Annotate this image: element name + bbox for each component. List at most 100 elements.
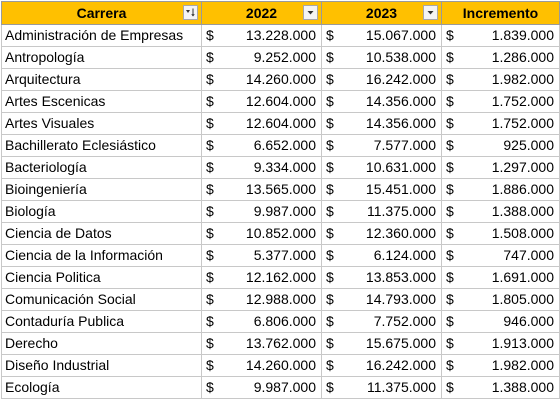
cell-currency-incremento[interactable]: $ [441,310,462,333]
cell-carrera[interactable]: Bacteriología [1,156,202,179]
cell-currency-2023[interactable]: $ [321,156,342,179]
cell-carrera[interactable]: Biología [1,200,202,223]
header-carrera[interactable]: Carrera [1,1,202,25]
cell-currency-incremento[interactable]: $ [441,24,462,47]
cell-currency-incremento[interactable]: $ [441,90,462,113]
cell-carrera[interactable]: Derecho [1,332,202,355]
cell-2023[interactable]: 6.124.000 [341,244,442,267]
cell-currency-2023[interactable]: $ [321,200,342,223]
cell-2023[interactable]: 10.631.000 [341,156,442,179]
header-2023[interactable]: 2023 [321,1,442,25]
cell-currency-incremento[interactable]: $ [441,178,462,201]
cell-incremento[interactable]: 1.982.000 [461,354,560,377]
cell-incremento[interactable]: 1.982.000 [461,68,560,91]
cell-currency-2022[interactable]: $ [201,90,222,113]
cell-currency-incremento[interactable]: $ [441,134,462,157]
cell-carrera[interactable]: Antropología [1,46,202,69]
cell-carrera[interactable]: Bachillerato Eclesiástico [1,134,202,157]
cell-2023[interactable]: 15.451.000 [341,178,442,201]
cell-incremento[interactable]: 1.839.000 [461,24,560,47]
cell-2022[interactable]: 14.260.000 [221,68,322,91]
cell-currency-incremento[interactable]: $ [441,332,462,355]
cell-currency-incremento[interactable]: $ [441,222,462,245]
cell-currency-2022[interactable]: $ [201,112,222,135]
cell-2023[interactable]: 15.675.000 [341,332,442,355]
cell-2022[interactable]: 6.652.000 [221,134,322,157]
cell-currency-2023[interactable]: $ [321,244,342,267]
cell-2023[interactable]: 14.356.000 [341,112,442,135]
cell-currency-2023[interactable]: $ [321,134,342,157]
cell-currency-2023[interactable]: $ [321,222,342,245]
cell-carrera[interactable]: Ciencia de la Información [1,244,202,267]
cell-currency-incremento[interactable]: $ [441,46,462,69]
cell-currency-2022[interactable]: $ [201,24,222,47]
header-2022[interactable]: 2022 [201,1,322,25]
cell-currency-incremento[interactable]: $ [441,244,462,267]
cell-currency-2023[interactable]: $ [321,178,342,201]
cell-currency-2022[interactable]: $ [201,178,222,201]
cell-2022[interactable]: 9.252.000 [221,46,322,69]
cell-2023[interactable]: 7.577.000 [341,134,442,157]
cell-2023[interactable]: 14.356.000 [341,90,442,113]
cell-currency-incremento[interactable]: $ [441,288,462,311]
cell-2023[interactable]: 11.375.000 [341,200,442,223]
cell-2023[interactable]: 10.538.000 [341,46,442,69]
cell-carrera[interactable]: Arquitectura [1,68,202,91]
cell-currency-2023[interactable]: $ [321,354,342,377]
dropdown-filter-icon[interactable] [423,5,438,20]
cell-2022[interactable]: 9.987.000 [221,376,322,399]
cell-currency-incremento[interactable]: $ [441,156,462,179]
cell-incremento[interactable]: 1.388.000 [461,376,560,399]
cell-2023[interactable]: 15.067.000 [341,24,442,47]
cell-2022[interactable]: 9.334.000 [221,156,322,179]
cell-2022[interactable]: 5.377.000 [221,244,322,267]
cell-2023[interactable]: 12.360.000 [341,222,442,245]
cell-carrera[interactable]: Administración de Empresas [1,24,202,47]
cell-2022[interactable]: 9.987.000 [221,200,322,223]
cell-currency-2022[interactable]: $ [201,222,222,245]
cell-currency-incremento[interactable]: $ [441,354,462,377]
cell-incremento[interactable]: 1.886.000 [461,178,560,201]
cell-2022[interactable]: 6.806.000 [221,310,322,333]
cell-currency-incremento[interactable]: $ [441,200,462,223]
cell-currency-2022[interactable]: $ [201,156,222,179]
cell-currency-2022[interactable]: $ [201,376,222,399]
sort-filter-applied-icon[interactable] [183,5,198,20]
cell-2023[interactable]: 13.853.000 [341,266,442,289]
cell-2023[interactable]: 11.375.000 [341,376,442,399]
cell-currency-2022[interactable]: $ [201,288,222,311]
cell-carrera[interactable]: Contaduría Publica [1,310,202,333]
cell-incremento[interactable]: 1.286.000 [461,46,560,69]
cell-currency-incremento[interactable]: $ [441,266,462,289]
cell-carrera[interactable]: Ecología [1,376,202,399]
cell-incremento[interactable]: 925.000 [461,134,560,157]
cell-currency-2023[interactable]: $ [321,310,342,333]
cell-currency-2022[interactable]: $ [201,68,222,91]
cell-currency-2023[interactable]: $ [321,90,342,113]
cell-2022[interactable]: 12.604.000 [221,112,322,135]
cell-incremento[interactable]: 1.388.000 [461,200,560,223]
cell-carrera[interactable]: Ciencia Politica [1,266,202,289]
cell-currency-2023[interactable]: $ [321,288,342,311]
cell-incremento[interactable]: 1.752.000 [461,90,560,113]
dropdown-filter-icon[interactable] [303,5,318,20]
cell-incremento[interactable]: 946.000 [461,310,560,333]
cell-incremento[interactable]: 747.000 [461,244,560,267]
cell-currency-incremento[interactable]: $ [441,112,462,135]
cell-currency-2023[interactable]: $ [321,112,342,135]
cell-2022[interactable]: 12.988.000 [221,288,322,311]
cell-incremento[interactable]: 1.913.000 [461,332,560,355]
cell-currency-2023[interactable]: $ [321,376,342,399]
cell-2022[interactable]: 13.228.000 [221,24,322,47]
cell-2022[interactable]: 14.260.000 [221,354,322,377]
cell-incremento[interactable]: 1.805.000 [461,288,560,311]
cell-currency-2023[interactable]: $ [321,68,342,91]
cell-2022[interactable]: 13.565.000 [221,178,322,201]
cell-currency-2022[interactable]: $ [201,46,222,69]
cell-2022[interactable]: 12.604.000 [221,90,322,113]
cell-2023[interactable]: 7.752.000 [341,310,442,333]
cell-currency-incremento[interactable]: $ [441,376,462,399]
cell-incremento[interactable]: 1.297.000 [461,156,560,179]
cell-currency-2022[interactable]: $ [201,134,222,157]
cell-incremento[interactable]: 1.752.000 [461,112,560,135]
